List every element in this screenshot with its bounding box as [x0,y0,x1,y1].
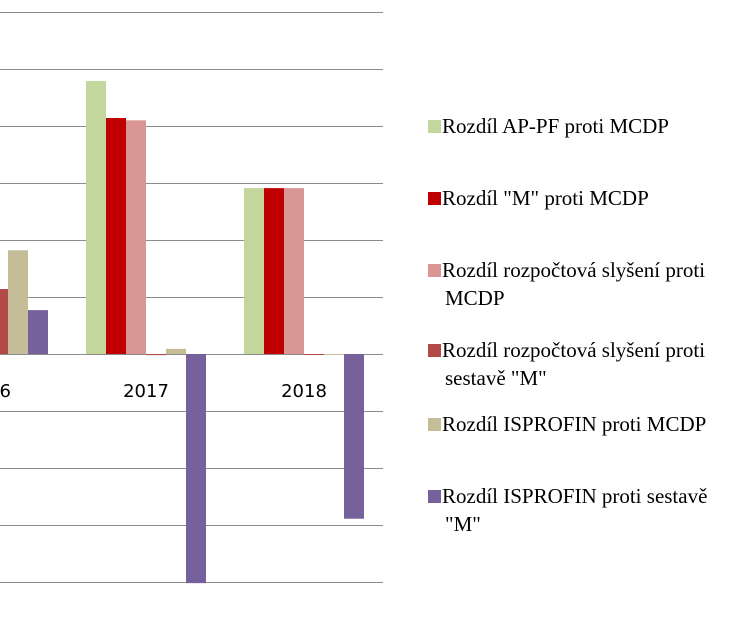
legend-label: Rozdíl rozpočtová slyšení proti MCDP [442,258,706,310]
bar [324,354,344,355]
bar [344,354,364,519]
bar [86,80,106,354]
legend-swatch [428,490,441,503]
legend-item: Rozdíl "M" proti MCDP [428,184,733,212]
legend-item: Rozdíl rozpočtová slyšení proti sestavě … [428,336,733,392]
bar [244,188,264,354]
legend-label: Rozdíl "M" proti MCDP [442,186,649,210]
legend-item: Rozdíl ISPROFIN proti sestavě "M" [428,482,733,538]
legend-label: Rozdíl ISPROFIN proti sestavě "M" [442,484,708,536]
legend-swatch [428,344,441,357]
legend-label: Rozdíl AP-PF proti MCDP [442,114,669,138]
legend-label: Rozdíl ISPROFIN proti MCDP [442,412,707,436]
bar [28,310,48,354]
bar [186,354,206,584]
legend-label: Rozdíl rozpočtová slyšení proti sestavě … [442,338,706,390]
bar [146,354,166,356]
legend-swatch [428,120,441,133]
bar [166,348,186,354]
bar [0,289,8,354]
legend-swatch [428,192,441,205]
x-tick-label: 2016 [0,381,11,402]
bar [264,188,284,354]
legend-item: Rozdíl ISPROFIN proti MCDP [428,410,733,438]
legend-item: Rozdíl AP-PF proti MCDP [428,112,733,140]
x-tick-label: 2018 [281,381,327,402]
legend-item: Rozdíl rozpočtová slyšení proti MCDP [428,256,733,312]
bar [284,188,304,354]
legend-swatch [428,264,441,277]
bar [304,354,324,355]
legend-swatch [428,418,441,431]
bar [8,250,28,354]
bar [126,120,146,354]
bar [106,118,126,355]
x-tick-label: 2017 [123,381,169,402]
